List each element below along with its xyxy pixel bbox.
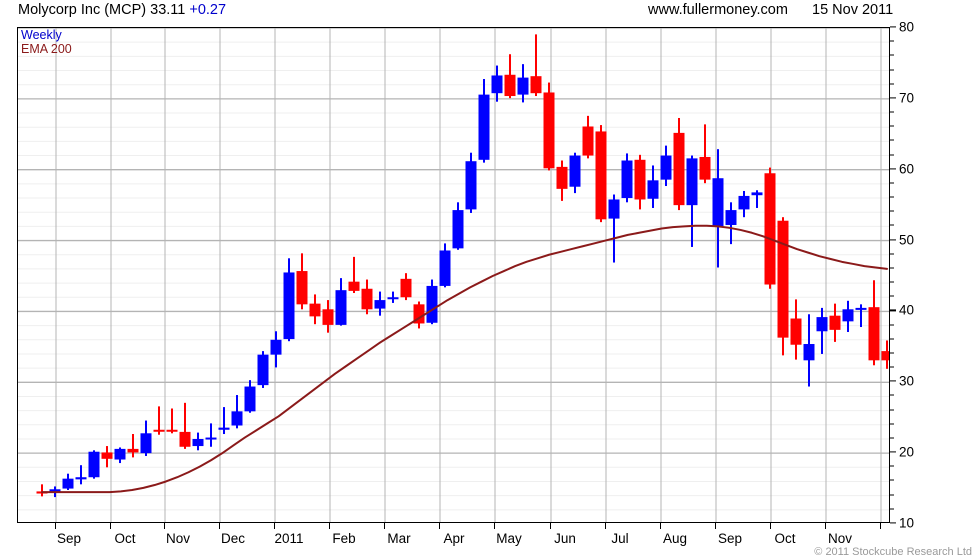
y-axis-label: 30 xyxy=(899,373,915,389)
x-axis-label: Oct xyxy=(774,531,796,546)
y-axis-minor-tick xyxy=(890,281,894,283)
x-axis-tick xyxy=(770,523,772,529)
chart-legend: Weekly EMA 200 xyxy=(21,28,72,56)
x-axis-label: Mar xyxy=(387,531,411,546)
x-axis-label: 2011 xyxy=(274,531,304,546)
y-axis: 10 20 30 40 50 60 70 80 xyxy=(890,20,980,531)
legend-item-interval: Weekly xyxy=(21,28,62,42)
x-axis-label: Sep xyxy=(56,531,82,546)
y-axis-minor-tick xyxy=(890,224,894,226)
x-axis-tick xyxy=(825,523,827,529)
y-axis-tick xyxy=(890,522,896,524)
x-axis-label: Feb xyxy=(332,531,356,546)
price-change: +0.27 xyxy=(189,2,227,18)
y-axis-tick xyxy=(890,238,896,241)
y-axis-minor-tick xyxy=(890,40,894,42)
x-axis-tick xyxy=(274,523,276,529)
y-axis-label: 80 xyxy=(899,19,915,35)
y-axis-minor-tick xyxy=(890,139,894,141)
y-axis-minor-tick xyxy=(890,338,894,340)
y-axis-label: 40 xyxy=(899,302,915,318)
y-axis-minor-tick xyxy=(890,83,894,85)
x-axis-tick xyxy=(55,523,57,529)
y-axis-minor-tick xyxy=(890,437,894,439)
y-axis-label: 50 xyxy=(899,232,915,248)
x-axis-label: Aug xyxy=(662,531,688,546)
y-axis-minor-tick xyxy=(890,210,894,212)
x-axis-label: May xyxy=(496,531,522,546)
y-axis-minor-tick xyxy=(890,352,894,354)
y-axis-minor-tick xyxy=(890,54,894,56)
x-axis-tick xyxy=(439,523,441,529)
legend-item-ema-200: EMA 200 xyxy=(21,41,72,56)
y-axis-minor-tick xyxy=(890,423,894,425)
x-axis-tick xyxy=(219,523,221,529)
x-axis-tick xyxy=(660,523,662,529)
x-axis-label: Sep xyxy=(717,531,743,546)
x-axis-tick xyxy=(494,523,496,529)
y-axis-minor-tick xyxy=(890,182,894,184)
y-axis-minor-tick xyxy=(890,267,894,269)
y-axis-minor-tick xyxy=(890,366,894,368)
y-axis-minor-tick xyxy=(890,324,894,326)
x-axis-label: Dec xyxy=(220,531,246,546)
y-axis-label: 20 xyxy=(899,444,915,460)
y-axis-minor-tick xyxy=(890,125,894,127)
y-axis-label: 10 xyxy=(899,515,915,531)
y-axis-minor-tick xyxy=(890,508,894,510)
source-website: www.fullermoney.com xyxy=(648,2,788,18)
x-axis-tick xyxy=(880,523,882,529)
x-axis-label: Nov xyxy=(827,531,853,546)
y-axis-minor-tick xyxy=(890,69,894,70)
y-axis-minor-tick xyxy=(890,409,894,411)
plot-area[interactable] xyxy=(17,27,890,523)
y-axis-minor-tick xyxy=(890,479,894,481)
y-axis-tick xyxy=(890,97,896,99)
chart-header: Molycorp Inc (MCP) 33.11 +0.27 www.fulle… xyxy=(0,0,980,24)
x-axis-tick xyxy=(715,523,717,529)
y-axis-tick xyxy=(890,168,896,170)
x-axis-label: Oct xyxy=(114,531,136,546)
y-axis-minor-tick xyxy=(890,465,894,467)
y-axis-minor-tick xyxy=(890,196,894,198)
candlestick-series xyxy=(36,34,889,498)
x-axis-tick xyxy=(605,523,607,529)
x-axis-label: Jul xyxy=(611,531,629,546)
x-axis-tick xyxy=(550,523,552,529)
plot-inner xyxy=(18,28,889,522)
y-axis-minor-tick xyxy=(890,154,894,156)
copyright-notice: © 2011 Stockcube Research Ltd xyxy=(814,546,972,558)
x-axis: Sep Oct Nov Dec 2011 Feb Mar Apr May Jun Jul Aug Sep… xyxy=(17,523,890,553)
y-axis-minor-tick xyxy=(890,295,894,297)
y-axis-tick xyxy=(890,309,896,312)
x-axis-tick xyxy=(110,523,112,529)
y-axis-label: 70 xyxy=(899,90,915,106)
instrument-name-and-price: Molycorp Inc (MCP) 33.11 xyxy=(18,2,186,18)
y-axis-minor-tick xyxy=(890,394,894,396)
y-axis-tick xyxy=(890,26,896,28)
x-axis-label: Nov xyxy=(165,531,191,546)
y-axis-minor-tick xyxy=(890,253,894,255)
x-axis-tick xyxy=(384,523,386,529)
x-axis-label: Jun xyxy=(554,531,576,546)
chart-date: 15 Nov 2011 xyxy=(812,2,894,18)
instrument-title: Molycorp Inc (MCP) 33.11 +0.27 xyxy=(18,2,226,18)
y-axis-tick xyxy=(890,451,896,453)
x-axis-tick xyxy=(164,523,166,529)
y-axis-label: 60 xyxy=(899,161,915,177)
y-axis-minor-tick xyxy=(890,494,894,496)
x-axis-tick xyxy=(329,523,331,529)
y-axis-tick xyxy=(890,380,896,382)
x-axis-label: Apr xyxy=(443,531,465,546)
y-axis-minor-tick xyxy=(890,111,894,113)
